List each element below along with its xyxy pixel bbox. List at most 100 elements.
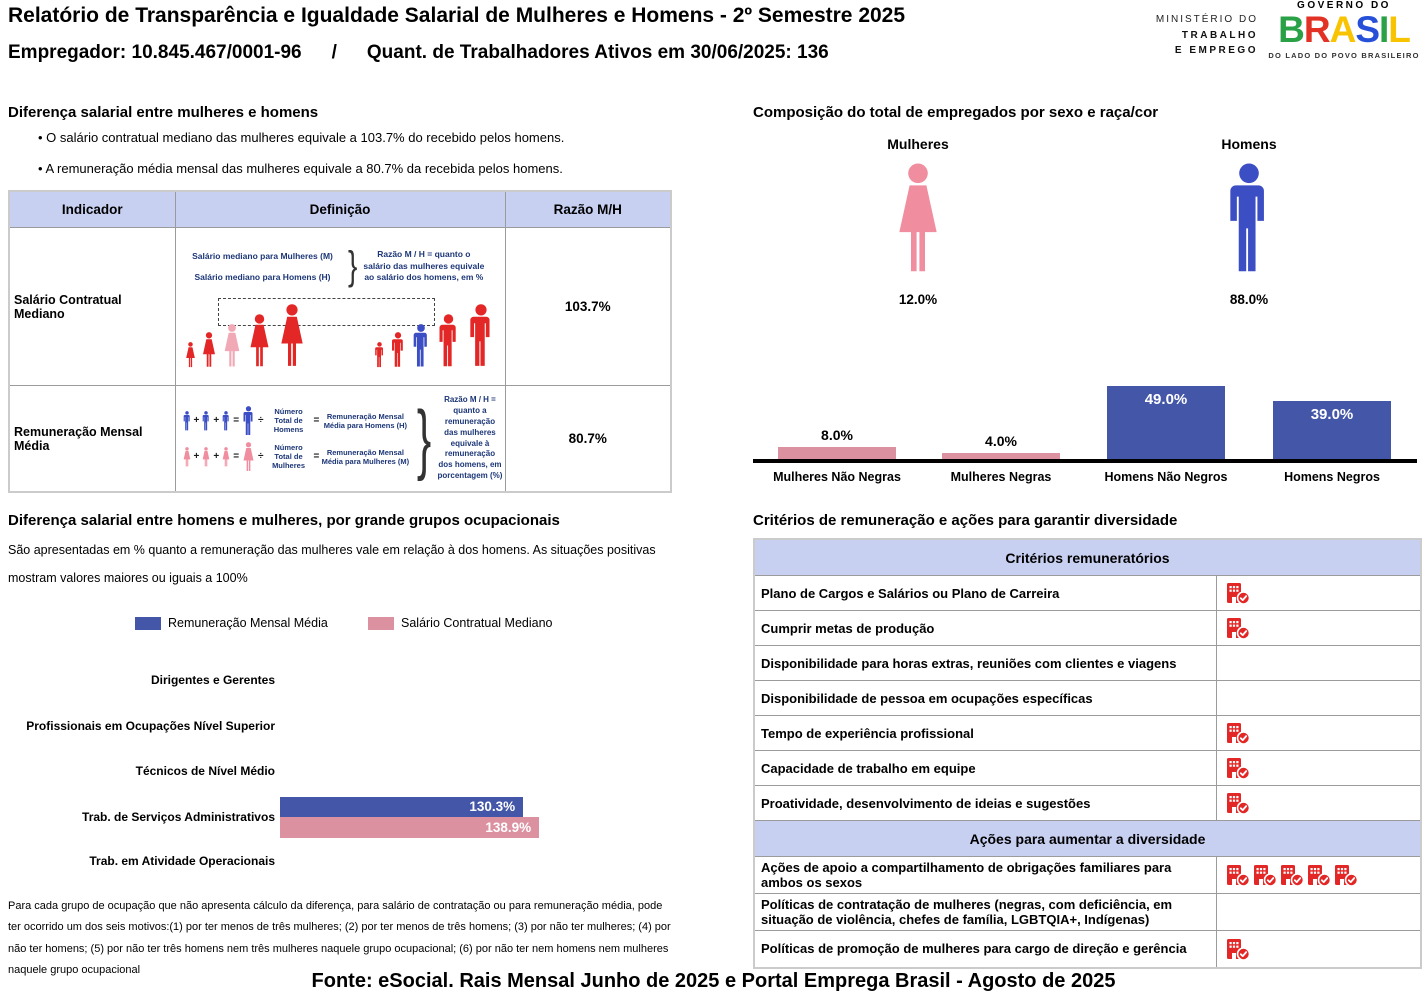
source-footer: Fonte: eSocial. Rais Mensal Junho de 202… xyxy=(311,970,1116,992)
criteria-row-label: Proatividade, desenvolvimento de ideias … xyxy=(753,785,1217,821)
category-label-homens-nao-negros: Homens Não Negros xyxy=(1104,470,1228,484)
building-check-icon xyxy=(1279,863,1305,887)
active-workers-count: Quant. de Trabalhadores Ativos em 30/06/… xyxy=(366,42,829,63)
female-figure-icon xyxy=(184,342,197,368)
male-figure-icon xyxy=(373,342,386,368)
divide-operator: ÷ xyxy=(258,415,264,426)
chart-baseline xyxy=(753,459,1417,463)
bar-group-mulheres-nao-negras: 8.0% xyxy=(778,427,896,459)
building-check-icon xyxy=(1225,616,1251,640)
legend-swatch-pink xyxy=(368,616,394,630)
category-trab-servicos-administrativos: Trab. de Serviços Administrativos xyxy=(82,810,275,824)
bar-value-label: 4.0% xyxy=(985,433,1017,450)
brace-icon: } xyxy=(417,394,432,482)
legend-label: Salário Contratual Mediano xyxy=(401,616,553,630)
bar-group-homens-negros: 39.0% xyxy=(1273,400,1391,459)
legend-label: Remuneração Mensal Média xyxy=(168,616,328,630)
gov-logo-brasil-text: BRASIL xyxy=(1278,9,1411,50)
equals-operator: = xyxy=(313,415,320,426)
building-check-icon xyxy=(1225,863,1251,887)
category-label-mulheres-nao-negras: Mulheres Não Negras xyxy=(773,470,901,484)
equals-operator: = xyxy=(313,451,320,462)
bullet-median-salary: O salário contratual mediano das mulhere… xyxy=(38,130,658,145)
ministry-line2: TRABALHO xyxy=(1181,29,1258,41)
criteria-row-status xyxy=(1215,930,1422,968)
female-figure-icon xyxy=(890,163,946,275)
criteria-row-status xyxy=(1215,785,1422,821)
category-label-homens-negros: Homens Negros xyxy=(1284,470,1380,484)
criteria-row-status xyxy=(1215,680,1422,716)
legend-salario-contratual-mediano: Salário Contratual Mediano xyxy=(368,616,552,630)
criteria-row-label: Políticas de promoção de mulheres para c… xyxy=(753,930,1217,968)
ratio-median-value: 103.7% xyxy=(504,227,672,386)
definition-mean-diagram: + + = ÷ Número Total de Homens = Remuner… xyxy=(174,385,506,493)
employer-id: Empregador: 10.845.467/0001-96 xyxy=(8,42,302,63)
gov-brasil-logo: GOVERNO DO BRASIL DO LADO DO POVO BRASIL… xyxy=(1268,0,1420,60)
gap-table-header-ratio: Razão M/H xyxy=(504,190,672,228)
median-men-label: Salário mediano para Homens (H) xyxy=(194,271,331,282)
criteria-row-label: Cumprir metas de produção xyxy=(753,610,1217,646)
bullet-mean-remuneration: A remuneração média mensal das mulheres … xyxy=(38,161,658,176)
population-figures-diagram xyxy=(184,298,497,368)
female-figure-icon xyxy=(221,447,231,467)
building-check-icon xyxy=(1225,937,1251,961)
building-check-icon xyxy=(1252,863,1278,887)
category-tecnicos-nivel-medio: Técnicos de Nível Médio xyxy=(135,764,275,778)
mean-women-label: Remuneração Mensal Média para Mulheres (… xyxy=(321,447,410,466)
median-ratio-note: Razão M / H = quanto o salário das mulhe… xyxy=(363,249,485,283)
bar-mulheres-nao-negras xyxy=(778,447,896,459)
composition-section-title: Composição do total de empregados por se… xyxy=(753,104,1159,121)
gap-table-header-indicator: Indicador xyxy=(8,190,176,228)
female-group-label: Mulheres xyxy=(887,136,949,152)
building-check-icon xyxy=(1306,863,1332,887)
category-dirigentes-gerentes: Dirigentes e Gerentes xyxy=(150,673,275,687)
occupational-section-title: Diferença salarial entre homens e mulher… xyxy=(8,512,560,529)
bar-group-homens-nao-negros: 49.0% xyxy=(1107,386,1225,459)
female-figure-highlight-icon xyxy=(221,324,243,368)
criteria-row-status xyxy=(1215,715,1422,751)
bar-homens-nao-negros: 49.0% xyxy=(1107,386,1225,459)
criteria-remuneration-header: Critérios remuneratórios xyxy=(753,538,1422,576)
building-check-icon xyxy=(1225,581,1251,605)
comparison-dashed-box xyxy=(217,298,435,326)
criteria-table: Critérios remuneratórios Plano de Cargos… xyxy=(753,538,1423,969)
female-figure-icon xyxy=(276,304,308,368)
hbar-value-label: 138.9% xyxy=(485,820,532,835)
criteria-row-status xyxy=(1215,856,1422,894)
bar-mulheres-negras xyxy=(942,453,1060,459)
median-women-label: Salário mediano para Mulheres (M) xyxy=(192,251,333,262)
legend-swatch-blue xyxy=(135,616,161,630)
bar-value-label: 8.0% xyxy=(821,427,853,444)
bar-value-label: 39.0% xyxy=(1310,405,1354,423)
ministry-line1: MINISTÉRIO DO xyxy=(1155,14,1258,25)
criteria-row-label: Ações de apoio a compartilhamento de obr… xyxy=(753,856,1217,894)
male-figure-icon xyxy=(221,411,231,431)
equals-operator: = xyxy=(233,451,240,462)
criteria-row-status xyxy=(1215,575,1422,611)
criteria-row-status xyxy=(1215,610,1422,646)
female-figure-icon xyxy=(200,332,218,368)
female-figure-icon xyxy=(246,314,273,368)
ministry-logo: MINISTÉRIO DO TRABALHO E EMPREGO xyxy=(1118,12,1258,59)
gov-logo-top-text: GOVERNO DO xyxy=(1297,0,1391,11)
criteria-row-label: Plano de Cargos e Salários ou Plano de C… xyxy=(753,575,1217,611)
plus-operator: + xyxy=(193,451,200,462)
salary-gap-table: Indicador Definição Razão M/H Salário Co… xyxy=(8,190,672,493)
female-figure-icon xyxy=(201,447,211,467)
occupational-subtitle-line2: mostram valores maiores ou iguais a 100% xyxy=(8,571,248,585)
occupational-subtitle-line1: São apresentadas em % quanto a remuneraç… xyxy=(8,543,656,557)
page-subtitle: Empregador: 10.845.467/0001-96 / Quant. de… xyxy=(8,42,829,64)
criteria-row-label: Disponibilidade de pessoa em ocupações e… xyxy=(753,680,1217,716)
indicator-median-salary: Salário Contratual Mediano xyxy=(8,227,176,386)
brace-icon: } xyxy=(347,244,357,288)
bar-homens-negros: 39.0% xyxy=(1273,400,1391,459)
salary-gap-bullets: O salário contratual mediano das mulhere… xyxy=(38,130,658,192)
male-percentage: 88.0% xyxy=(1229,292,1269,307)
subtitle-separator: / xyxy=(331,42,337,63)
male-figure-icon xyxy=(465,304,497,368)
criteria-row-status xyxy=(1215,893,1422,931)
hbar-remuneracao-mensal-media: 130.3% xyxy=(280,797,524,817)
building-check-icon xyxy=(1225,721,1251,745)
criteria-row-status xyxy=(1215,750,1422,786)
